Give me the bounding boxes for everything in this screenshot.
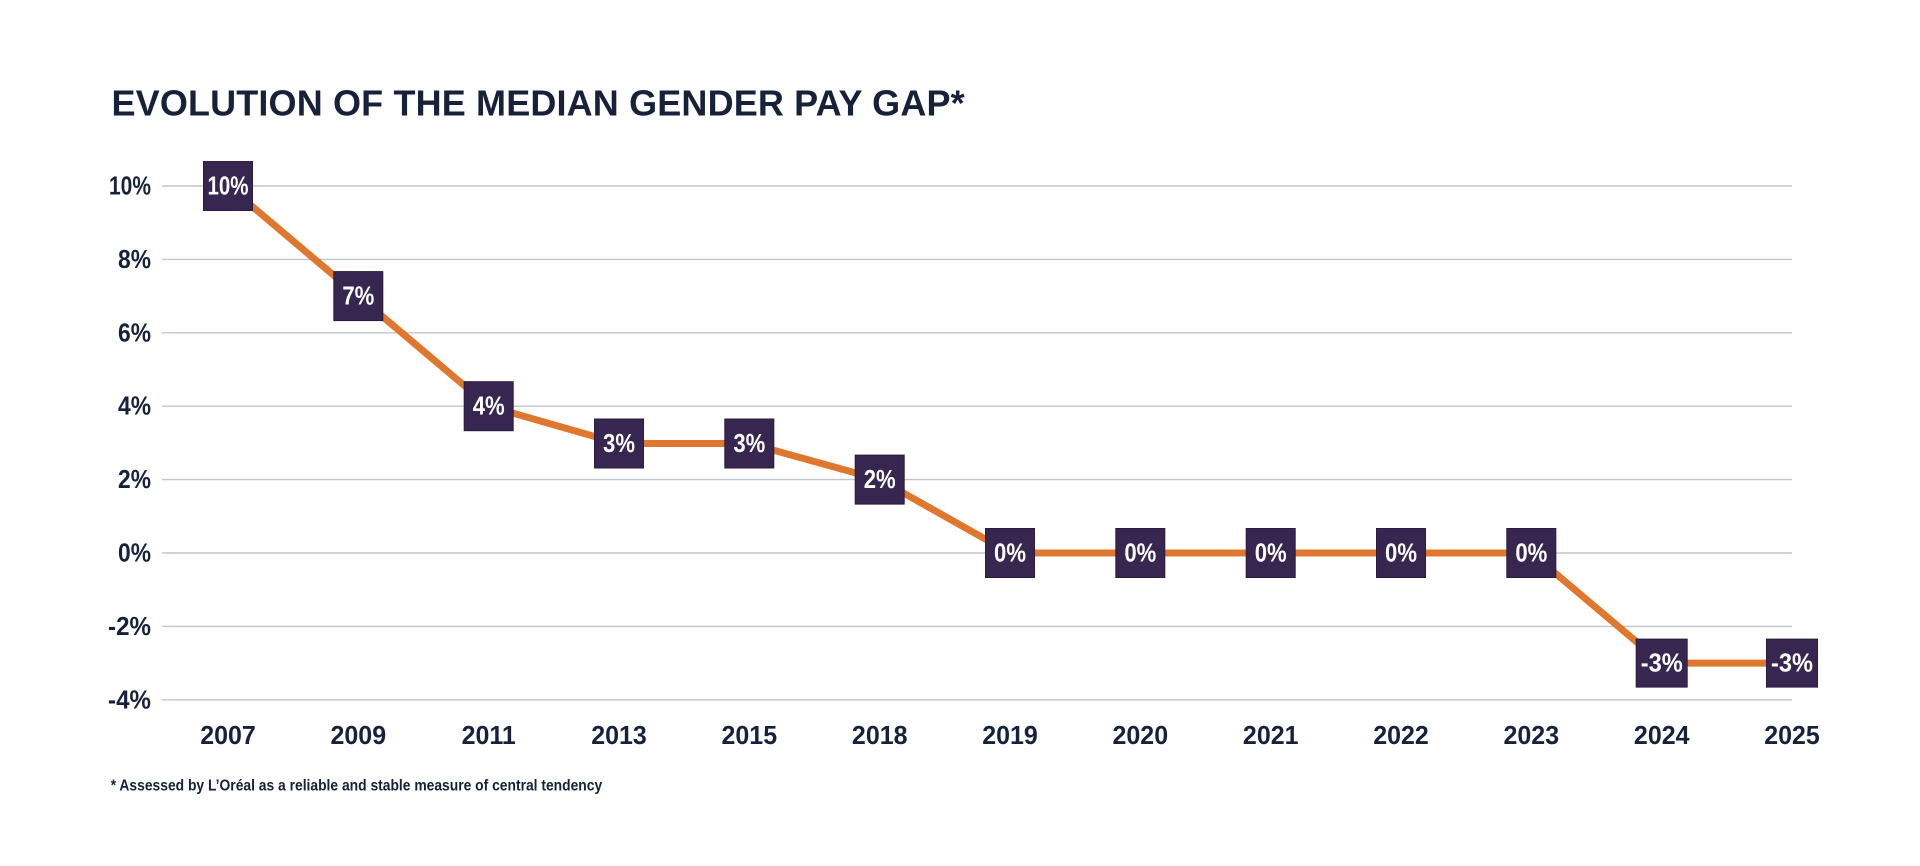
svg-text:2023: 2023 [1504,721,1560,750]
svg-text:2022: 2022 [1373,721,1429,750]
svg-text:2007: 2007 [200,721,256,750]
svg-text:0%: 0% [994,539,1026,568]
svg-text:10%: 10% [109,172,151,201]
svg-text:* Assessed by L’Oréal as a rel: * Assessed by L’Oréal as a reliable and … [111,778,603,795]
svg-text:0%: 0% [1385,539,1417,568]
svg-text:2021: 2021 [1243,721,1299,750]
svg-text:3%: 3% [603,429,635,458]
svg-text:10%: 10% [208,171,249,200]
svg-text:2011: 2011 [462,721,516,750]
svg-text:7%: 7% [342,282,374,311]
svg-text:3%: 3% [733,429,765,458]
svg-text:-3%: -3% [1771,650,1813,678]
svg-text:0%: 0% [118,539,151,568]
svg-text:0%: 0% [1515,539,1547,568]
svg-text:EVOLUTION OF THE MEDIAN GENDER: EVOLUTION OF THE MEDIAN GENDER PAY GAP* [112,83,965,124]
svg-text:2019: 2019 [982,721,1038,750]
svg-text:2%: 2% [864,465,896,494]
svg-text:0%: 0% [1255,539,1287,568]
svg-text:2025: 2025 [1764,721,1820,750]
svg-text:4%: 4% [118,392,151,421]
svg-text:0%: 0% [1124,539,1156,568]
svg-text:2015: 2015 [722,721,778,750]
svg-text:2018: 2018 [852,721,908,750]
svg-text:-2%: -2% [108,612,151,641]
svg-text:2009: 2009 [331,721,387,750]
svg-text:-3%: -3% [1641,650,1683,678]
svg-text:2024: 2024 [1634,721,1690,750]
svg-text:2020: 2020 [1113,721,1169,750]
svg-text:2013: 2013 [591,721,647,750]
svg-text:-4%: -4% [108,686,151,715]
svg-text:2%: 2% [118,466,151,495]
svg-text:6%: 6% [118,319,151,348]
svg-text:8%: 8% [118,246,151,275]
svg-text:4%: 4% [473,392,505,421]
